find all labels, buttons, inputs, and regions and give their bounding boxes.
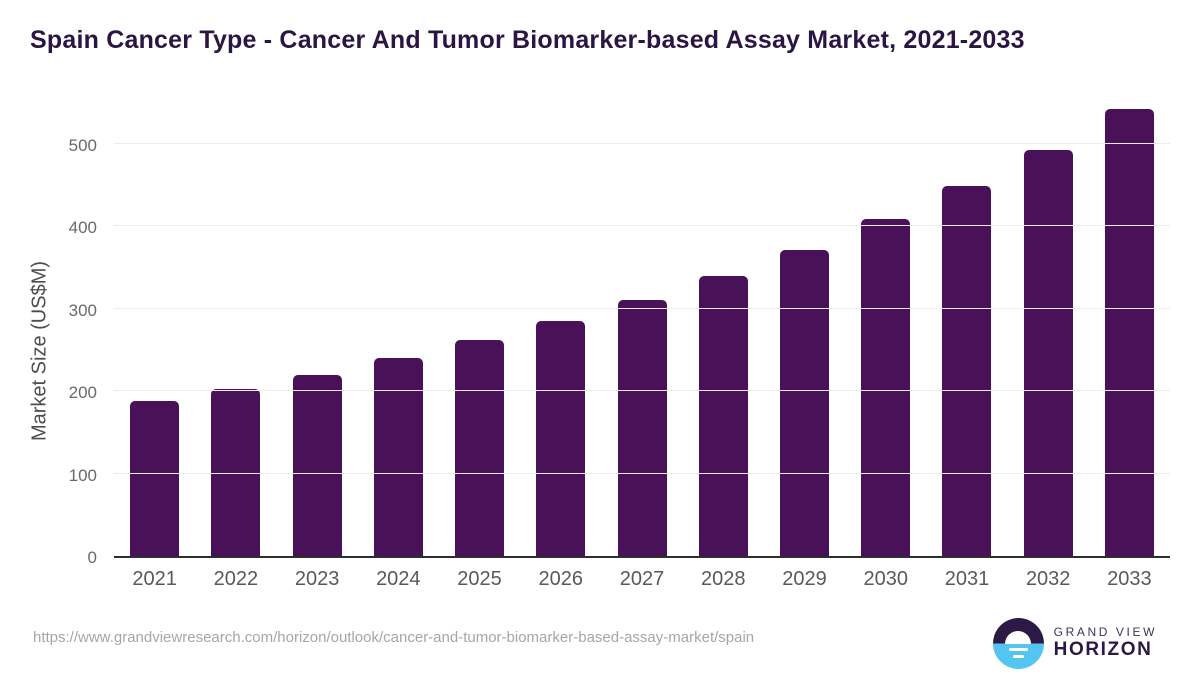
x-axis-label-2021: 2021 xyxy=(132,568,177,590)
bar-slot-2028 xyxy=(683,98,764,556)
bar-2033[interactable] xyxy=(1104,108,1154,556)
sun-reflection-line xyxy=(1008,647,1028,651)
x-axis-label-2029: 2029 xyxy=(782,568,827,590)
y-axis-tick-label-200: 200 xyxy=(68,383,97,402)
plot-area: 0 100 200 300 400 500 xyxy=(69,98,1170,567)
y-axis-tick-label-500: 500 xyxy=(68,135,97,155)
bar-2027[interactable] xyxy=(617,300,667,556)
bar-slot-2031 xyxy=(926,98,1007,556)
logo-text-horizon: HORIZON xyxy=(1053,638,1153,660)
x-axis-label-2027: 2027 xyxy=(619,568,665,590)
sun-reflection-line xyxy=(1012,654,1024,658)
bar-slot-2022 xyxy=(195,98,276,556)
gridline-200 xyxy=(114,390,1170,391)
logo-text-grand-view: GRAND VIEW xyxy=(1053,625,1157,640)
x-axis-label-2031: 2031 xyxy=(944,568,990,590)
chart-title: Spain Cancer Type - Cancer And Tumor Bio… xyxy=(30,26,1025,54)
source-url: https://www.grandviewresearch.com/horizo… xyxy=(33,629,755,646)
y-axis-title: Market Size (US$M) xyxy=(28,260,51,442)
y-axis-tick-label-100: 100 xyxy=(68,465,97,485)
x-axis-labels: 2021 2022 2023 2024 2025 2026 2027 2028 2029 2030… xyxy=(114,568,1170,591)
bar-slot-2025 xyxy=(439,98,520,556)
horizon-sun-circle-icon xyxy=(992,618,1044,669)
bar-slot-2032 xyxy=(1008,98,1089,556)
x-axis-label-2032: 2032 xyxy=(1025,568,1071,590)
x-axis-label-2033: 2033 xyxy=(1107,568,1152,590)
sun-dome-shape xyxy=(1005,630,1032,644)
bar-2026[interactable] xyxy=(536,320,586,556)
bar-slot-2021 xyxy=(114,98,195,556)
gridline-500 xyxy=(114,142,1170,144)
logo-wordmark: GRAND VIEW HORIZON xyxy=(1054,626,1157,660)
bar-2032[interactable] xyxy=(1023,150,1073,556)
x-axis-label-2024: 2024 xyxy=(376,568,421,590)
bar-2031[interactable] xyxy=(942,185,992,556)
gridline-300 xyxy=(114,307,1170,309)
y-axis-tick-label-400: 400 xyxy=(68,218,97,237)
y-axis-tick-label-0: 0 xyxy=(87,548,97,567)
x-axis-label-2026: 2026 xyxy=(538,568,584,590)
bar-2029[interactable] xyxy=(779,249,829,556)
bar-slot-2026 xyxy=(520,98,601,556)
bar-slot-2030 xyxy=(845,98,926,556)
bar-2025[interactable] xyxy=(455,339,505,556)
bar-2021[interactable] xyxy=(130,400,180,556)
bar-2023[interactable] xyxy=(292,374,342,556)
bar-2028[interactable] xyxy=(698,275,748,556)
x-axis-label-2030: 2030 xyxy=(863,568,908,590)
gridline-400 xyxy=(114,225,1170,226)
bar-slot-2023 xyxy=(276,98,357,556)
y-axis-tick-label-300: 300 xyxy=(68,300,97,320)
bar-slot-2029 xyxy=(764,98,845,556)
bar-2030[interactable] xyxy=(861,219,911,556)
bar-series xyxy=(114,98,1170,556)
x-axis-label-2025: 2025 xyxy=(457,568,502,590)
grandview-horizon-logo: GRAND VIEW HORIZON xyxy=(992,618,1157,669)
bar-slot-2027 xyxy=(601,98,682,556)
gridline-100 xyxy=(114,472,1170,474)
bar-slot-2024 xyxy=(358,98,439,556)
x-axis-label-2022: 2022 xyxy=(213,568,259,590)
bar-slot-2033 xyxy=(1089,98,1170,556)
bar-2024[interactable] xyxy=(373,358,423,556)
x-axis-label-2023: 2023 xyxy=(294,568,340,590)
x-axis-label-2028: 2028 xyxy=(701,568,746,590)
